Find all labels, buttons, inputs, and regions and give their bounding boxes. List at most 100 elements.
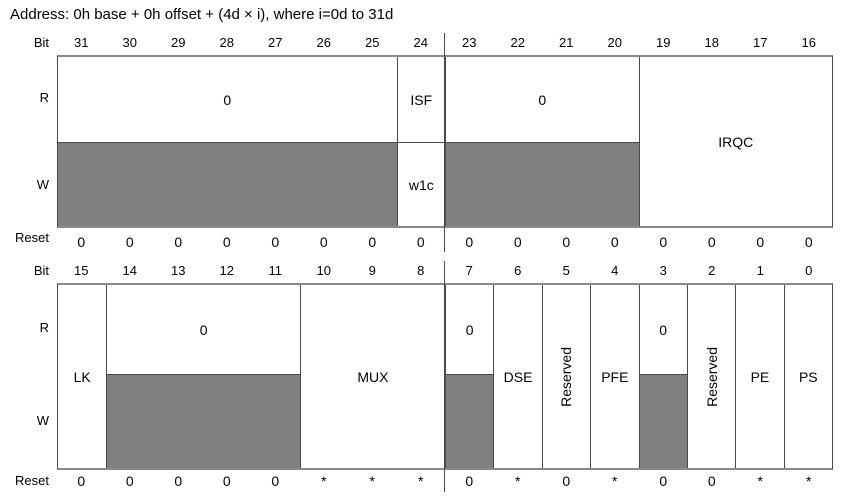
bit-number: 24	[413, 35, 428, 50]
reset-value: 0	[174, 234, 183, 250]
upper-bit-numbers: 31 30 29 28 27 26 25 24 23 22 21 20 19 1…	[57, 33, 833, 53]
read-cell-bits-14-11: 0	[106, 285, 300, 375]
bit-number: 16	[801, 35, 816, 50]
reset-value: 0	[513, 234, 522, 250]
read-cell-bit-7: 0	[445, 285, 494, 375]
bit-number: 17	[753, 35, 768, 50]
write-cell-shaded-bit-7	[445, 375, 494, 468]
upper-write-label: W	[36, 177, 49, 192]
bit-number: 7	[465, 263, 473, 278]
reset-value: 0	[562, 234, 571, 250]
read-cell-bits-23-20: 0	[445, 57, 639, 143]
field-cell-ps: PS	[783, 285, 832, 468]
upper-bit-label: Bit	[33, 35, 49, 50]
reset-value: 0	[368, 234, 377, 250]
field-cell-lk: LK	[73, 368, 91, 385]
bit-number: 3	[659, 263, 667, 278]
write-cell-shaded-bits-23-20	[445, 143, 639, 226]
bit-number: 25	[365, 35, 380, 50]
reset-value: 0	[756, 234, 765, 250]
reset-value: 0	[416, 234, 425, 250]
write-cell-shaded-bits-14-11	[106, 375, 300, 468]
reset-value: 0	[271, 473, 280, 489]
bit-number: 29	[171, 35, 186, 50]
lower-read-label: R	[39, 320, 49, 335]
field-cell-pe: PE	[735, 285, 783, 468]
bit-number: 22	[510, 35, 525, 50]
read-cell-bit-3: 0	[638, 285, 687, 375]
read-cell-isf: ISF	[396, 57, 445, 143]
field-cell-dse: DSE	[493, 285, 541, 468]
upper-read-label: R	[39, 90, 49, 105]
reset-value: *	[515, 473, 521, 489]
reset-value: 0	[610, 234, 619, 250]
reset-value: 0	[659, 234, 668, 250]
bit-number: 0	[805, 263, 813, 278]
field-cell-reserved-bit-5: Reserved	[541, 285, 590, 468]
reserved-vertical-label: Reserved	[703, 346, 720, 407]
lower-reset-label: Reset	[15, 473, 49, 488]
lower-bit-label: Bit	[33, 263, 49, 278]
reset-value: 0	[707, 234, 716, 250]
bit-number: 26	[316, 35, 331, 50]
bit-number: 1	[756, 263, 764, 278]
upper-reset-label: Reset	[15, 230, 49, 245]
upper-halfword-divider-line	[444, 33, 445, 252]
bit-number: 20	[607, 35, 622, 50]
write-cell-shaded-bits-31-25	[58, 143, 397, 226]
reset-value: 0	[562, 473, 571, 489]
reset-value: 0	[659, 473, 668, 489]
bit-number: 9	[368, 263, 376, 278]
upper-reset-values: 0 0 0 0 0 0 0 0 0 0 0 0 0 0 0 0	[57, 230, 833, 254]
reset-value: 0	[465, 234, 474, 250]
bit-number: 2	[708, 263, 716, 278]
reserved-vertical-label: Reserved	[558, 346, 575, 407]
bit-number: 21	[559, 35, 574, 50]
reset-value: 0	[125, 473, 134, 489]
lower-register-table: LK 0 MUX 0 DSE Reserved PFE 0 Reserved P…	[57, 283, 833, 470]
bit-number: 23	[462, 35, 477, 50]
bit-number: 31	[74, 35, 89, 50]
bit-number: 5	[562, 263, 570, 278]
bit-number: 8	[417, 263, 425, 278]
bit-number: 12	[219, 263, 234, 278]
reset-value: 0	[804, 234, 813, 250]
write-cell-shaded-bit-3	[638, 375, 687, 468]
bit-number: 4	[611, 263, 619, 278]
reset-value: *	[369, 473, 375, 489]
write-cell-w1c: w1c	[396, 143, 445, 226]
lower-bit-numbers: 15 14 13 12 11 10 9 8 7 6 5 4 3 2 1 0	[57, 261, 833, 281]
reset-value: 0	[174, 473, 183, 489]
reset-value: 0	[222, 234, 231, 250]
reset-value: *	[321, 473, 327, 489]
bit-number: 6	[514, 263, 522, 278]
field-cell-reserved-bit-2: Reserved	[686, 285, 735, 468]
bit-number: 30	[122, 35, 137, 50]
reset-value: 0	[271, 234, 280, 250]
upper-register-table: 0 ISF 0 IRQC w1c	[57, 55, 833, 228]
bit-number: 28	[219, 35, 234, 50]
bit-number: 15	[74, 263, 89, 278]
field-cell-pfe: PFE	[590, 285, 638, 468]
bit-number: 11	[268, 263, 283, 278]
lower-halfword-divider-line	[444, 261, 445, 492]
field-cell-mux: MUX	[299, 285, 445, 468]
bit-number: 27	[268, 35, 283, 50]
reset-value: 0	[125, 234, 134, 250]
reset-value: 0	[77, 473, 86, 489]
read-cell-bits-31-25: 0	[58, 57, 397, 143]
bit-number: 18	[704, 35, 719, 50]
field-cell-irqc: IRQC	[638, 57, 833, 226]
reset-value: 0	[707, 473, 716, 489]
reset-value: 0	[222, 473, 231, 489]
address-line: Address: 0h base + 0h offset + (4d × i),…	[10, 6, 394, 23]
reset-value: 0	[319, 234, 328, 250]
reset-value: *	[806, 473, 812, 489]
bit-number: 13	[171, 263, 186, 278]
bit-number: 14	[122, 263, 137, 278]
reset-value: *	[757, 473, 763, 489]
bit-number: 19	[656, 35, 671, 50]
reset-value: *	[418, 473, 424, 489]
reset-value: *	[612, 473, 618, 489]
